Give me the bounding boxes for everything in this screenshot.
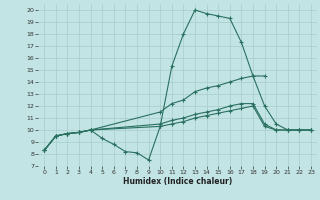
X-axis label: Humidex (Indice chaleur): Humidex (Indice chaleur) xyxy=(123,177,232,186)
